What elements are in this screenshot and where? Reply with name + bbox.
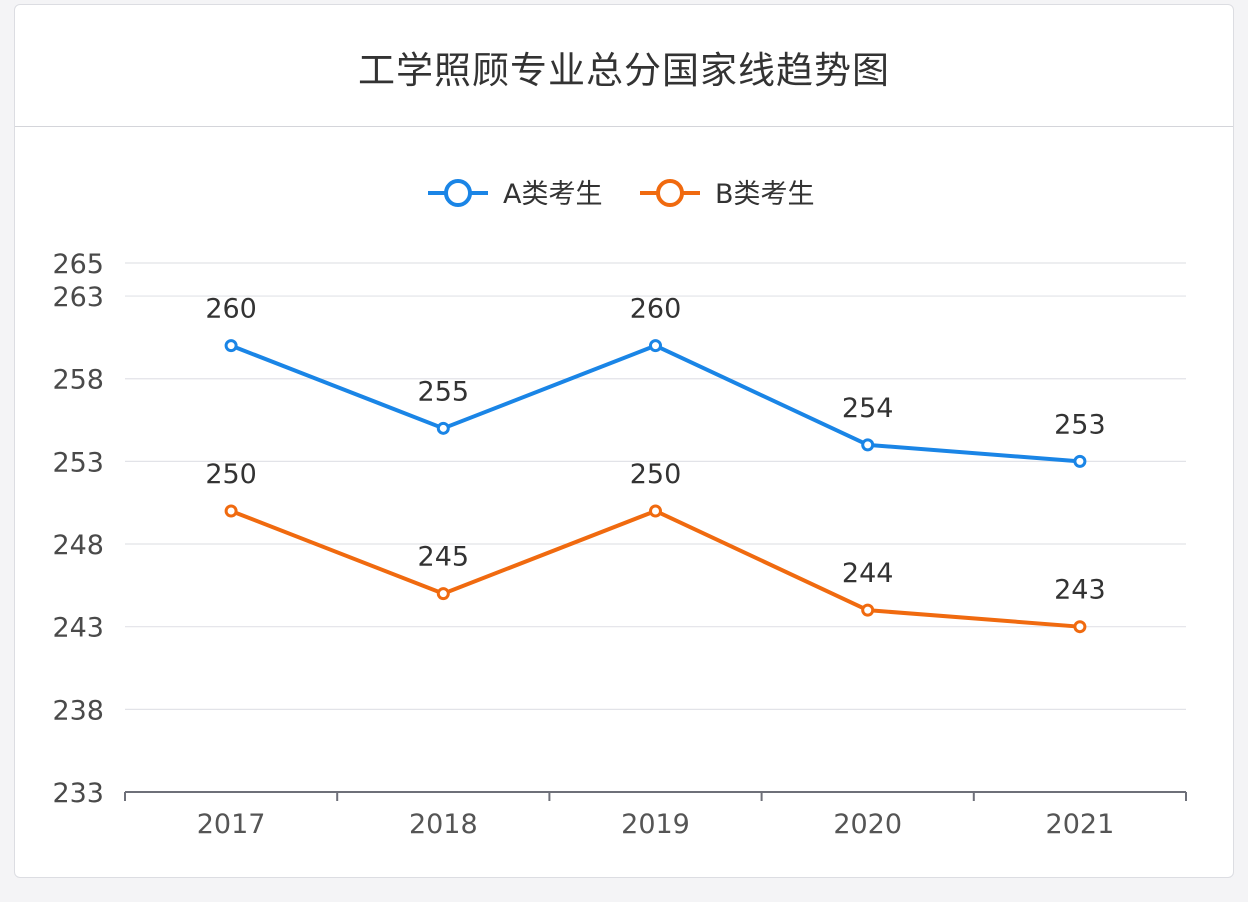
data-label: 245	[418, 542, 470, 573]
y-grid	[125, 262, 1186, 710]
y-tick-label: 258	[52, 365, 104, 396]
data-label: 260	[630, 294, 682, 325]
data-point	[224, 339, 238, 353]
data-point	[649, 504, 662, 518]
legend-item-a: A类考生	[428, 179, 602, 210]
data-point	[861, 603, 875, 617]
y-tick-label: 263	[52, 282, 104, 313]
chart-title: 工学照顾专业总分国家线趋势图	[358, 48, 890, 92]
data-point	[649, 339, 662, 353]
title-bar: 工学照顾专业总分国家线趋势图	[15, 5, 1233, 127]
data-label: 243	[1054, 575, 1106, 606]
data-point	[436, 587, 450, 601]
data-point	[224, 504, 238, 518]
data-point	[1073, 454, 1087, 468]
data-point	[861, 438, 875, 452]
x-tick-label: 2019	[621, 809, 690, 840]
data-label: 250	[630, 459, 682, 490]
series-line	[229, 343, 1082, 464]
data-label: 253	[1054, 409, 1106, 440]
chart-card: 工学照顾专业总分国家线趋势图	[14, 4, 1234, 878]
data-label: 244	[842, 558, 894, 589]
data-label: 260	[205, 294, 257, 325]
x-axis: 2017 2018 2019 2020 2021	[124, 791, 1187, 840]
legend-label: B类考生	[715, 179, 815, 210]
x-tick-label: 2021	[1046, 809, 1115, 840]
legend-label: A类考生	[503, 179, 602, 210]
legend-marker	[656, 179, 684, 207]
data-point	[1073, 620, 1087, 634]
legend-item-b: B类考生	[640, 179, 815, 210]
x-tick-label: 2020	[833, 809, 902, 840]
y-tick-label: 265	[52, 249, 104, 280]
x-tick-label: 2017	[197, 809, 266, 840]
data-point	[436, 421, 450, 435]
y-tick-label: 243	[52, 613, 104, 644]
series-line	[229, 508, 1082, 629]
y-tick-label: 238	[52, 695, 104, 726]
legend-marker	[444, 179, 472, 207]
data-label: 254	[842, 393, 894, 424]
y-tick-label: 233	[52, 778, 104, 809]
x-tick-label: 2018	[409, 809, 478, 840]
data-label: 250	[205, 459, 257, 490]
series-a: 260 255 260 254 253	[205, 294, 1106, 468]
y-tick-label: 253	[52, 447, 104, 478]
data-label: 255	[418, 376, 470, 407]
series-b: 250 245 250 244 243	[205, 459, 1106, 634]
y-tick-label: 248	[52, 530, 104, 561]
legend: A类考生 B类考生	[428, 179, 815, 210]
